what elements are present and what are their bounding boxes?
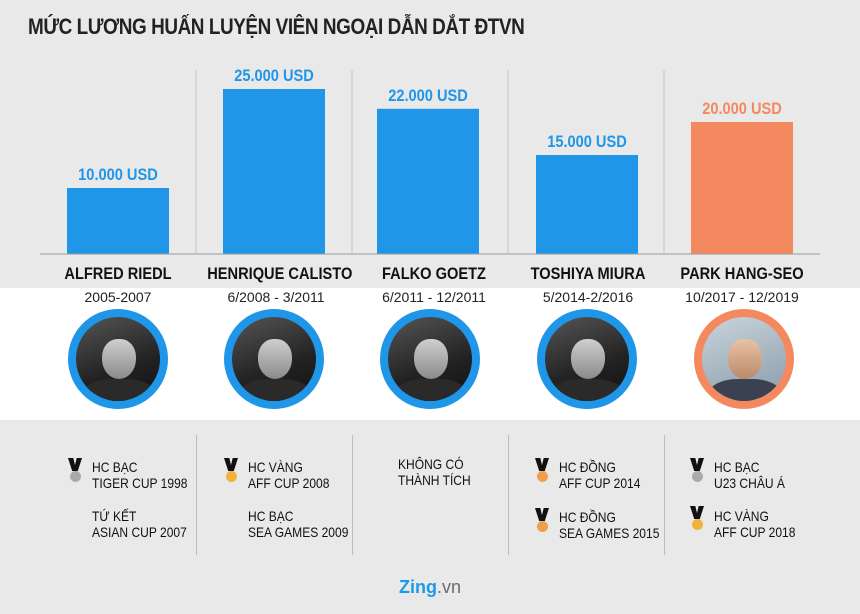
bar-value-label: 10.000 USD: [78, 166, 158, 184]
zing-logo: Zing.vn: [398, 577, 461, 597]
achievement-text: HC BẠC SEA GAMES 2009: [248, 508, 349, 540]
achievement-text: HC ĐỒNG AFF CUP 2014: [559, 459, 641, 491]
gold-medal-icon: [688, 506, 706, 532]
coach-photo-miura: [537, 309, 637, 409]
coach-name: TOSHIYA MIURA: [530, 264, 646, 283]
bar: [536, 155, 638, 254]
achievement-text: HC VÀNG AFF CUP 2018: [714, 508, 796, 540]
bar-value-label: 20.000 USD: [702, 100, 782, 118]
coach-name: FALKO GOETZ: [382, 264, 486, 283]
bronze-medal-icon: [533, 458, 551, 484]
column-divider: [664, 435, 665, 555]
bar: [377, 108, 479, 254]
achievement-text: HC ĐỒNG SEA GAMES 2015: [559, 509, 660, 541]
salary-bar-chart: 10.000 USD 25.000 USD 22.000 USD 15.000 USD…: [40, 67, 820, 255]
column-divider: [352, 435, 353, 555]
coach-period: 6/2008 - 3/2011: [227, 289, 325, 305]
bar: [691, 122, 793, 254]
coach-name: HENRIQUE CALISTO: [207, 264, 353, 283]
achievement-text: HC BẠC U23 CHÂU Á: [714, 459, 785, 491]
column-divider: [196, 435, 197, 555]
coach-photo-riedl: [68, 309, 168, 409]
coach-photo-goetz: [380, 309, 480, 409]
bar: [67, 188, 169, 254]
achievement-text: HC VÀNG AFF CUP 2008: [248, 459, 330, 491]
silver-medal-icon: [688, 458, 706, 484]
silver-medal-icon: [66, 458, 84, 484]
bar-value-label: 22.000 USD: [388, 87, 468, 105]
bar: [223, 89, 325, 254]
achievement-text: HC BẠC TIGER CUP 1998: [92, 459, 188, 491]
column-divider: [508, 435, 509, 555]
coach-period: 6/2011 - 12/2011: [382, 289, 486, 305]
chart-title: MỨC LƯƠNG HUẤN LUYỆN VIÊN NGOẠI DẪN DẮT …: [28, 14, 525, 39]
coach-name: ALFRED RIEDL: [64, 264, 172, 283]
coach-name: PARK HANG-SEO: [680, 264, 804, 283]
coach-period: 5/2014-2/2016: [542, 289, 634, 305]
coach-photo-park: [694, 309, 794, 409]
coach-photo-calisto: [224, 309, 324, 409]
coach-period: 10/2017 - 12/2019: [685, 289, 799, 305]
achievement-text: TỨ KẾT ASIAN CUP 2007: [92, 508, 187, 540]
achievement-text: KHÔNG CÓ THÀNH TÍCH: [398, 456, 471, 488]
gold-medal-icon: [222, 458, 240, 484]
coach-period: 2005-2007: [84, 289, 152, 305]
bar-value-label: 25.000 USD: [234, 67, 314, 85]
bar-value-label: 15.000 USD: [547, 133, 627, 151]
bronze-medal-icon: [533, 508, 551, 534]
